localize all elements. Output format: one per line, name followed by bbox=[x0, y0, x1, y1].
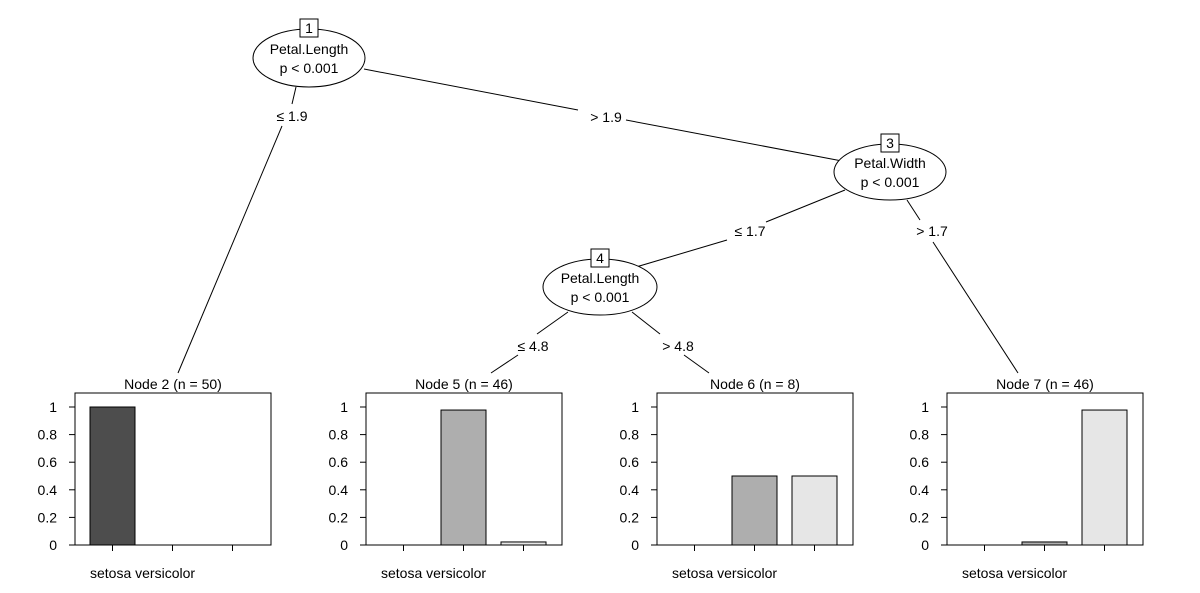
y-tick-label: 1 bbox=[49, 399, 57, 415]
panel-title: Node 2 (n = 50) bbox=[124, 376, 222, 392]
terminal-node-panels: Node 2 (n = 50) 0 0.2 0.4 0.6 0.8 1 setosa vers… bbox=[38, 376, 1144, 581]
edge-4-5-lower bbox=[490, 354, 519, 374]
y-tick-label: 0.4 bbox=[38, 482, 58, 498]
bar-virginica bbox=[791, 475, 838, 546]
edge-1-3-lower bbox=[625, 119, 843, 162]
y-tick-label: 0 bbox=[49, 537, 57, 553]
edge-4-5-upper bbox=[536, 311, 569, 335]
y-tick-label: 0.4 bbox=[620, 482, 640, 498]
y-tick-label: 0.8 bbox=[910, 427, 930, 443]
y-tick-label: 0.2 bbox=[329, 509, 349, 525]
y-tick-label: 0.6 bbox=[329, 454, 349, 470]
y-tick-label: 0 bbox=[340, 537, 348, 553]
edge-1-2-upper bbox=[291, 86, 297, 105]
node-3-pvalue: p < 0.001 bbox=[861, 174, 920, 190]
y-tick-label: 0.6 bbox=[620, 454, 640, 470]
node-1-id: 1 bbox=[305, 20, 313, 36]
panel-title: Node 6 (n = 8) bbox=[710, 376, 800, 392]
edge-4-6-lower bbox=[683, 354, 710, 374]
terminal-node-panel: Node 6 (n = 8) 0 0.2 0.4 0.6 0.8 1 setosa versi… bbox=[620, 376, 854, 581]
y-tick-label: 1 bbox=[921, 399, 929, 415]
node-3-variable: Petal.Width bbox=[854, 155, 926, 171]
x-tick-labels: setosa versicolor bbox=[672, 565, 777, 581]
y-tick-label: 0.4 bbox=[910, 482, 930, 498]
y-tick-label: 0.8 bbox=[329, 427, 349, 443]
y-tick-label: 0.4 bbox=[329, 482, 349, 498]
panel-title: Node 5 (n = 46) bbox=[415, 376, 513, 392]
y-tick-label: 0.2 bbox=[38, 509, 58, 525]
edge-3-7-upper bbox=[906, 199, 921, 221]
y-tick-label: 0.8 bbox=[38, 427, 58, 443]
y-tick-label: 0.6 bbox=[910, 454, 930, 470]
edge-label-4-5: ≤ 4.8 bbox=[517, 338, 548, 354]
edge-3-4-lower bbox=[625, 239, 728, 271]
edge-4-6-upper bbox=[631, 311, 661, 335]
node-4-variable: Petal.Length bbox=[561, 270, 640, 286]
x-tick-labels: setosa versicolor bbox=[962, 565, 1067, 581]
terminal-node-panel: Node 7 (n = 46) 0 0.2 0.4 0.6 0.8 1 setosa vers… bbox=[910, 376, 1144, 581]
edge-label-3-4: ≤ 1.7 bbox=[734, 223, 765, 239]
y-tick-label: 0.2 bbox=[620, 509, 640, 525]
inner-node-4: 4 Petal.Length p < 0.001 bbox=[542, 248, 658, 316]
x-tick-labels: setosa versicolor bbox=[381, 565, 486, 581]
panel-title: Node 7 (n = 46) bbox=[996, 376, 1094, 392]
node-4-id-box bbox=[590, 248, 610, 268]
terminal-node-panel: Node 5 (n = 46) 0 0.2 0.4 0.6 0.8 1 setosa vers… bbox=[329, 376, 563, 581]
node-4-id: 4 bbox=[596, 250, 604, 266]
x-tick-labels: setosa versicolor bbox=[90, 565, 195, 581]
bar-versicolor bbox=[1021, 541, 1068, 546]
node-1-ellipse bbox=[252, 28, 366, 88]
node-3-id: 3 bbox=[886, 135, 894, 151]
bar-versicolor bbox=[440, 409, 487, 546]
bar-versicolor bbox=[731, 475, 778, 546]
node-1-id-box bbox=[299, 18, 319, 38]
y-tick-label: 0.6 bbox=[38, 454, 58, 470]
edge-label-1-3: > 1.9 bbox=[590, 109, 622, 125]
y-tick-label: 0.8 bbox=[620, 427, 640, 443]
edge-3-4-upper bbox=[765, 189, 846, 223]
y-tick-label: 1 bbox=[631, 399, 639, 415]
tree-edges bbox=[177, 68, 1019, 374]
edge-1-3-upper bbox=[363, 68, 579, 111]
node-1-variable: Petal.Length bbox=[270, 41, 349, 57]
node-1-pvalue: p < 0.001 bbox=[280, 60, 339, 76]
edge-label-4-6: > 4.8 bbox=[662, 338, 694, 354]
edge-label-3-7: > 1.7 bbox=[916, 223, 948, 239]
y-tick-label: 1 bbox=[340, 399, 348, 415]
inner-node-1: 1 Petal.Length p < 0.001 bbox=[252, 18, 366, 88]
node-3-id-box bbox=[880, 133, 900, 153]
bar-virginica bbox=[1081, 409, 1128, 546]
edge-labels: ≤ 1.9 > 1.9 ≤ 1.7 > 1.7 ≤ 4.8 > 4.8 bbox=[276, 108, 947, 354]
y-tick-label: 0 bbox=[921, 537, 929, 553]
inner-node-3: 3 Petal.Width p < 0.001 bbox=[833, 133, 947, 201]
edge-label-1-2: ≤ 1.9 bbox=[276, 108, 307, 124]
edge-3-7-lower bbox=[932, 241, 1019, 374]
bar-virginica bbox=[500, 541, 547, 546]
terminal-node-panel: Node 2 (n = 50) 0 0.2 0.4 0.6 0.8 1 setosa vers… bbox=[38, 376, 272, 581]
y-tick-label: 0 bbox=[631, 537, 639, 553]
y-tick-label: 0.2 bbox=[910, 509, 930, 525]
edge-1-2-lower bbox=[177, 125, 283, 374]
bar-setosa bbox=[89, 406, 136, 546]
node-4-pvalue: p < 0.001 bbox=[571, 289, 630, 305]
